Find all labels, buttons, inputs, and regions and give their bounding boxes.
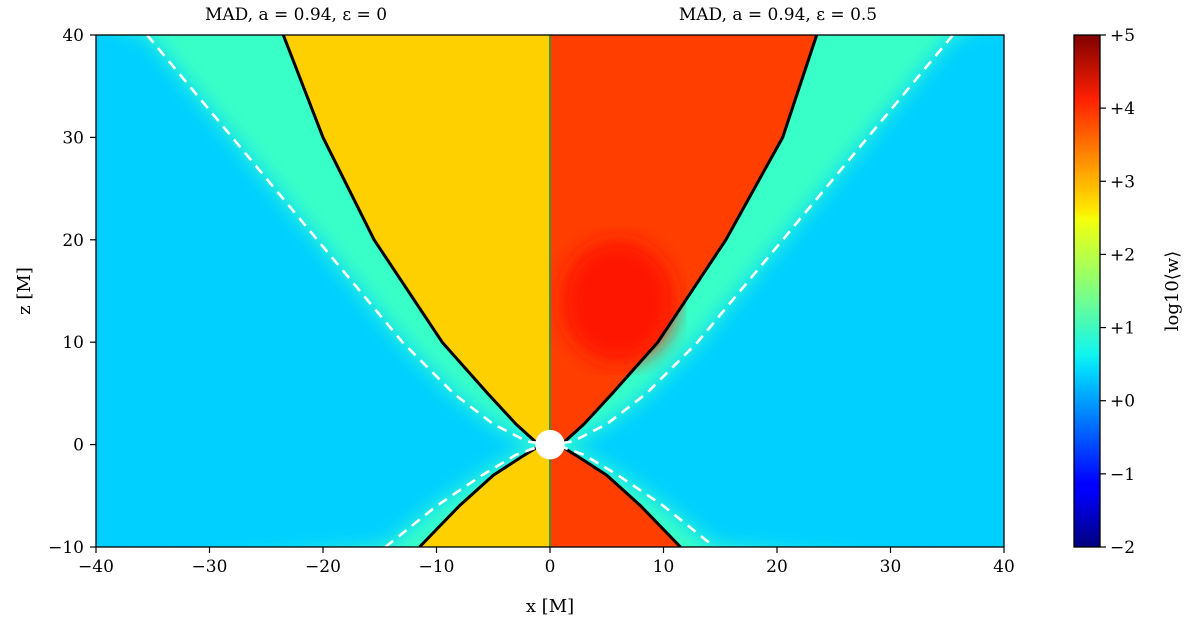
y-tick-label: 10: [62, 333, 84, 353]
colorbar-tick-label: −2: [1110, 538, 1135, 558]
colorbar-axis: −2 −1 +0 +1 +2 +3 +4 +5: [1100, 26, 1135, 558]
y-tick-label: 20: [62, 231, 84, 251]
left-upper-jet: [283, 35, 550, 445]
y-axis: −10 0 10 20 30 40: [48, 26, 96, 558]
y-tick-label: 40: [62, 26, 84, 46]
colorbar-tick-label: +1: [1110, 319, 1135, 339]
left-panel-title: MAD, a = 0.94, ε = 0: [205, 5, 387, 25]
colorbar-label: log10⟨w⟩: [1162, 251, 1183, 331]
colorbar-tick-label: −1: [1110, 465, 1135, 485]
y-tick-label: 30: [62, 128, 84, 148]
black-hole-horizon: [535, 429, 565, 460]
left-lower-jet: [419, 444, 550, 547]
horizon-disc: [535, 429, 565, 460]
right-lower-jet: [550, 444, 681, 547]
y-axis-label: z [M]: [14, 267, 35, 315]
colorbar-tick-label: +3: [1110, 172, 1135, 192]
heatmap-right-jet: [550, 35, 817, 547]
colorbar-tick-label: +5: [1110, 26, 1135, 46]
x-tick-label: 30: [880, 557, 902, 577]
x-tick-label: −40: [78, 557, 114, 577]
x-axis-label: x [M]: [526, 596, 574, 617]
heatmap-left-jet: [283, 35, 550, 547]
colorbar-tick-label: +4: [1110, 99, 1135, 119]
x-tick-label: −30: [192, 557, 228, 577]
x-tick-label: 0: [545, 557, 556, 577]
y-tick-label: −10: [48, 538, 84, 558]
colorbar-tick-label: +0: [1110, 392, 1135, 412]
colorbar-tick-label: +2: [1110, 245, 1135, 265]
right-panel-title: MAD, a = 0.94, ε = 0.5: [679, 5, 877, 25]
x-tick-label: 40: [993, 557, 1015, 577]
colorbar: [1073, 34, 1101, 548]
y-tick-label: 0: [73, 436, 84, 456]
x-axis: −40 −30 −20 −10 0 10 20 30 40: [78, 547, 1015, 577]
x-tick-label: −10: [419, 557, 455, 577]
right-jet-core: [561, 239, 675, 363]
x-tick-label: 20: [766, 557, 788, 577]
x-tick-label: −20: [305, 557, 341, 577]
x-tick-label: 10: [653, 557, 675, 577]
